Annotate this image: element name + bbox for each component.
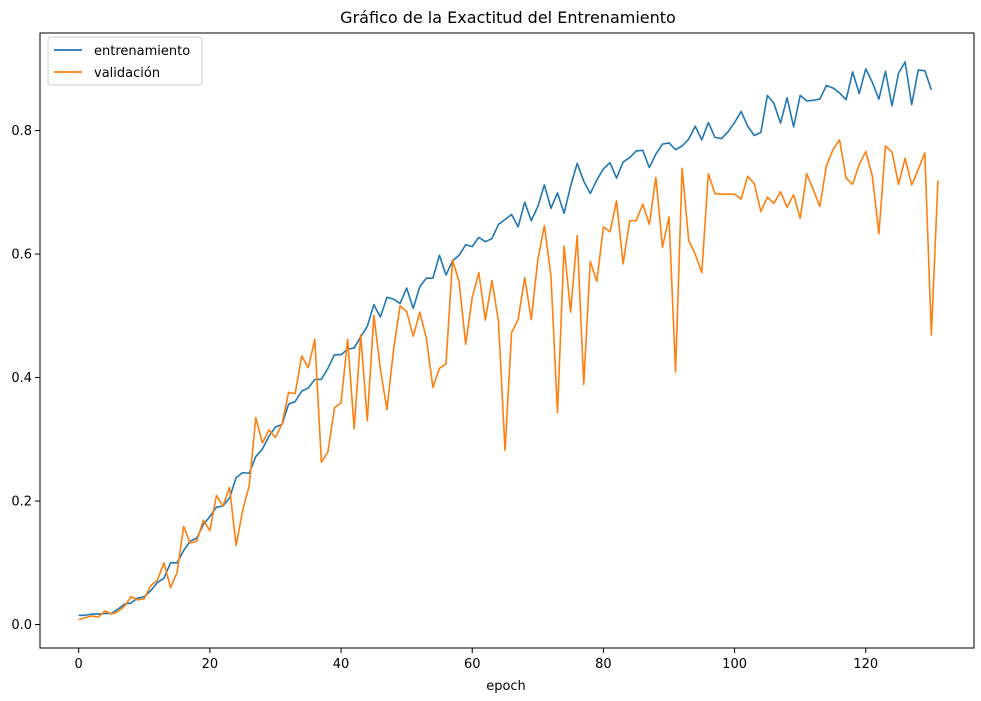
- x-axis-ticks: 0 20 40 60 80 100 120: [75, 648, 878, 672]
- plot-frame: [39, 32, 975, 649]
- y-axis-ticks: 0.0 0.2 0.4 0.6 0.8: [11, 124, 40, 633]
- x-tick-label: 120: [853, 657, 878, 672]
- legend-box: [47, 36, 203, 86]
- series-line-1: [78, 139, 939, 621]
- series-layer: [78, 61, 939, 621]
- x-tick-label: 80: [595, 657, 612, 672]
- y-tick-label: 0.8: [11, 124, 32, 139]
- y-tick-label: 0.4: [11, 371, 32, 386]
- legend: entrenamiento validación: [47, 36, 203, 86]
- x-tick-label: 100: [722, 657, 747, 672]
- legend-label: entrenamiento: [94, 44, 190, 59]
- y-tick-label: 0.0: [11, 618, 32, 633]
- x-tick-label: 40: [333, 657, 350, 672]
- x-tick-label: 0: [75, 657, 83, 672]
- y-tick-label: 0.2: [11, 495, 32, 510]
- legend-label: validación: [94, 66, 160, 81]
- series-line-0: [78, 61, 933, 617]
- y-tick-label: 0.6: [11, 248, 32, 263]
- chart-title: Gráfico de la Exactitud del Entrenamient…: [340, 8, 676, 27]
- plot-area: [39, 32, 975, 649]
- x-axis-label: epoch: [486, 679, 526, 694]
- x-tick-label: 20: [202, 657, 219, 672]
- x-tick-label: 60: [464, 657, 481, 672]
